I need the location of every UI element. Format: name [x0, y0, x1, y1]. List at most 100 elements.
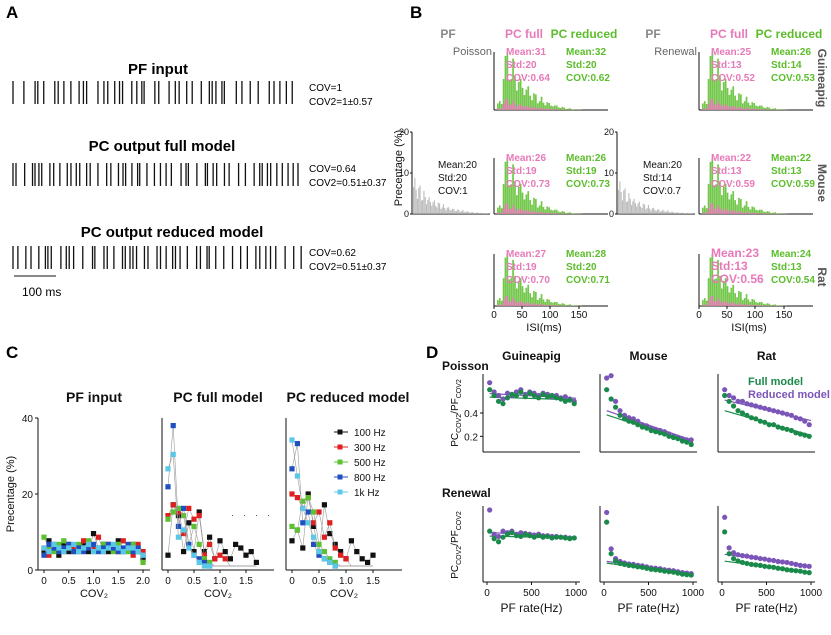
b-bar-reduced: [743, 101, 746, 110]
b-bar-pf: [418, 187, 420, 214]
b-bar-pf: [470, 212, 472, 214]
b-bar-full: [745, 107, 748, 110]
b-bar-pf: [413, 187, 415, 214]
d-point-full: [771, 564, 777, 570]
b-bar-pf: [683, 212, 685, 214]
c-point: [311, 520, 317, 526]
c-point: [305, 520, 311, 526]
c-point: [186, 520, 192, 526]
b-bar-reduced: [747, 206, 750, 214]
b-bar-reduced: [535, 198, 537, 214]
c-xtick: 1.5: [239, 576, 253, 587]
b-bar-pf: [439, 203, 441, 214]
b-bar-reduced: [498, 298, 501, 306]
b-bar-full: [740, 303, 742, 306]
b-bar-full: [555, 109, 558, 110]
d-point-full: [504, 395, 511, 401]
c-point: [46, 549, 52, 555]
c-point: [135, 541, 141, 547]
b-bar-reduced: [519, 183, 522, 214]
c-point: [359, 556, 365, 562]
b-bar-pf: [660, 211, 662, 214]
b-bar-reduced: [719, 76, 721, 110]
c-point: [321, 502, 327, 508]
b-bar-full: [521, 302, 524, 306]
b-bar-reduced: [728, 199, 731, 214]
b-bar-full: [498, 108, 501, 110]
b-bar-pf: [466, 211, 468, 214]
b-bar-reduced: [749, 209, 752, 214]
b-bar-full: [751, 212, 754, 214]
c-point: [66, 545, 72, 551]
b-bar-reduced: [523, 94, 526, 110]
b-bar-pf: [675, 212, 677, 214]
b-full-cov: COV:0.64: [506, 73, 550, 84]
c-point: [140, 552, 146, 558]
c-point: [316, 541, 322, 547]
b-bar-reduced: [519, 78, 522, 110]
c-xtick: 1.0: [87, 576, 101, 587]
b-bar-reduced: [535, 292, 537, 306]
c-point: [300, 505, 306, 511]
b-xtick: 150: [776, 310, 793, 321]
d-point-reduced: [793, 415, 799, 421]
c-point: [207, 534, 213, 540]
b-bar-reduced: [717, 164, 719, 214]
stat-cov-full: COV=0.64: [309, 164, 356, 175]
c-point: [300, 520, 306, 526]
c-point: [207, 559, 213, 565]
d-point-full: [748, 561, 754, 568]
b-bar-full: [533, 211, 535, 214]
b-bar-reduced: [504, 257, 507, 306]
d-point-full: [504, 531, 511, 537]
c-point: [343, 556, 349, 562]
b-bar-reduced: [497, 300, 499, 306]
b-bar-reduced: [536, 299, 539, 306]
b-bar-reduced: [512, 259, 514, 306]
b-bar-pf: [670, 212, 672, 214]
c-xtick: 0.5: [62, 576, 76, 587]
b-bar-reduced: [565, 109, 568, 110]
d-point-full: [536, 395, 542, 401]
d-point-full: [567, 397, 573, 403]
b-bar-reduced: [741, 103, 744, 110]
b-bar-reduced: [565, 305, 568, 306]
b-bar-full: [728, 303, 731, 306]
b-pf-kind: Poisson: [453, 46, 492, 58]
c-point: [120, 545, 126, 551]
c-point: [41, 549, 47, 555]
d-point-full: [775, 424, 781, 430]
b-bar-reduced: [516, 288, 518, 306]
b-bar-reduced: [745, 294, 748, 306]
b-bar-reduced: [740, 198, 742, 214]
b-bar-full: [743, 108, 746, 110]
b-bar-full: [554, 305, 556, 306]
d-xlabel: PF rate(Hz): [735, 601, 797, 615]
c-point: [46, 541, 52, 547]
b-bar-reduced: [760, 209, 763, 214]
b-bar-full: [738, 303, 740, 306]
b-xtick: 0: [696, 310, 702, 321]
d-point-full: [549, 392, 555, 399]
b-bar-reduced: [724, 78, 727, 110]
d-point-full: [571, 535, 577, 541]
b-row-label: Mouse: [815, 164, 829, 202]
b-bar-reduced: [559, 304, 562, 306]
b-bar-reduced: [757, 106, 759, 110]
d-point-full: [779, 425, 786, 431]
b-bar-full: [711, 98, 714, 110]
b-bar-reduced: [762, 211, 765, 214]
b-bar-pf: [459, 212, 461, 214]
d-point-full: [558, 396, 564, 402]
b-bar-pf: [666, 211, 668, 214]
b-bar-reduced: [512, 58, 514, 110]
c-ylabel: Precentage (%): [5, 456, 17, 532]
b-ytick: 20: [399, 127, 409, 137]
d-point-full: [617, 412, 623, 418]
b-bar-full: [726, 302, 729, 306]
d-row-title: Poisson: [442, 359, 489, 373]
c-point: [227, 556, 233, 562]
b-bar-full: [508, 301, 511, 306]
d-point-full: [617, 560, 623, 567]
c-point: [110, 549, 116, 555]
